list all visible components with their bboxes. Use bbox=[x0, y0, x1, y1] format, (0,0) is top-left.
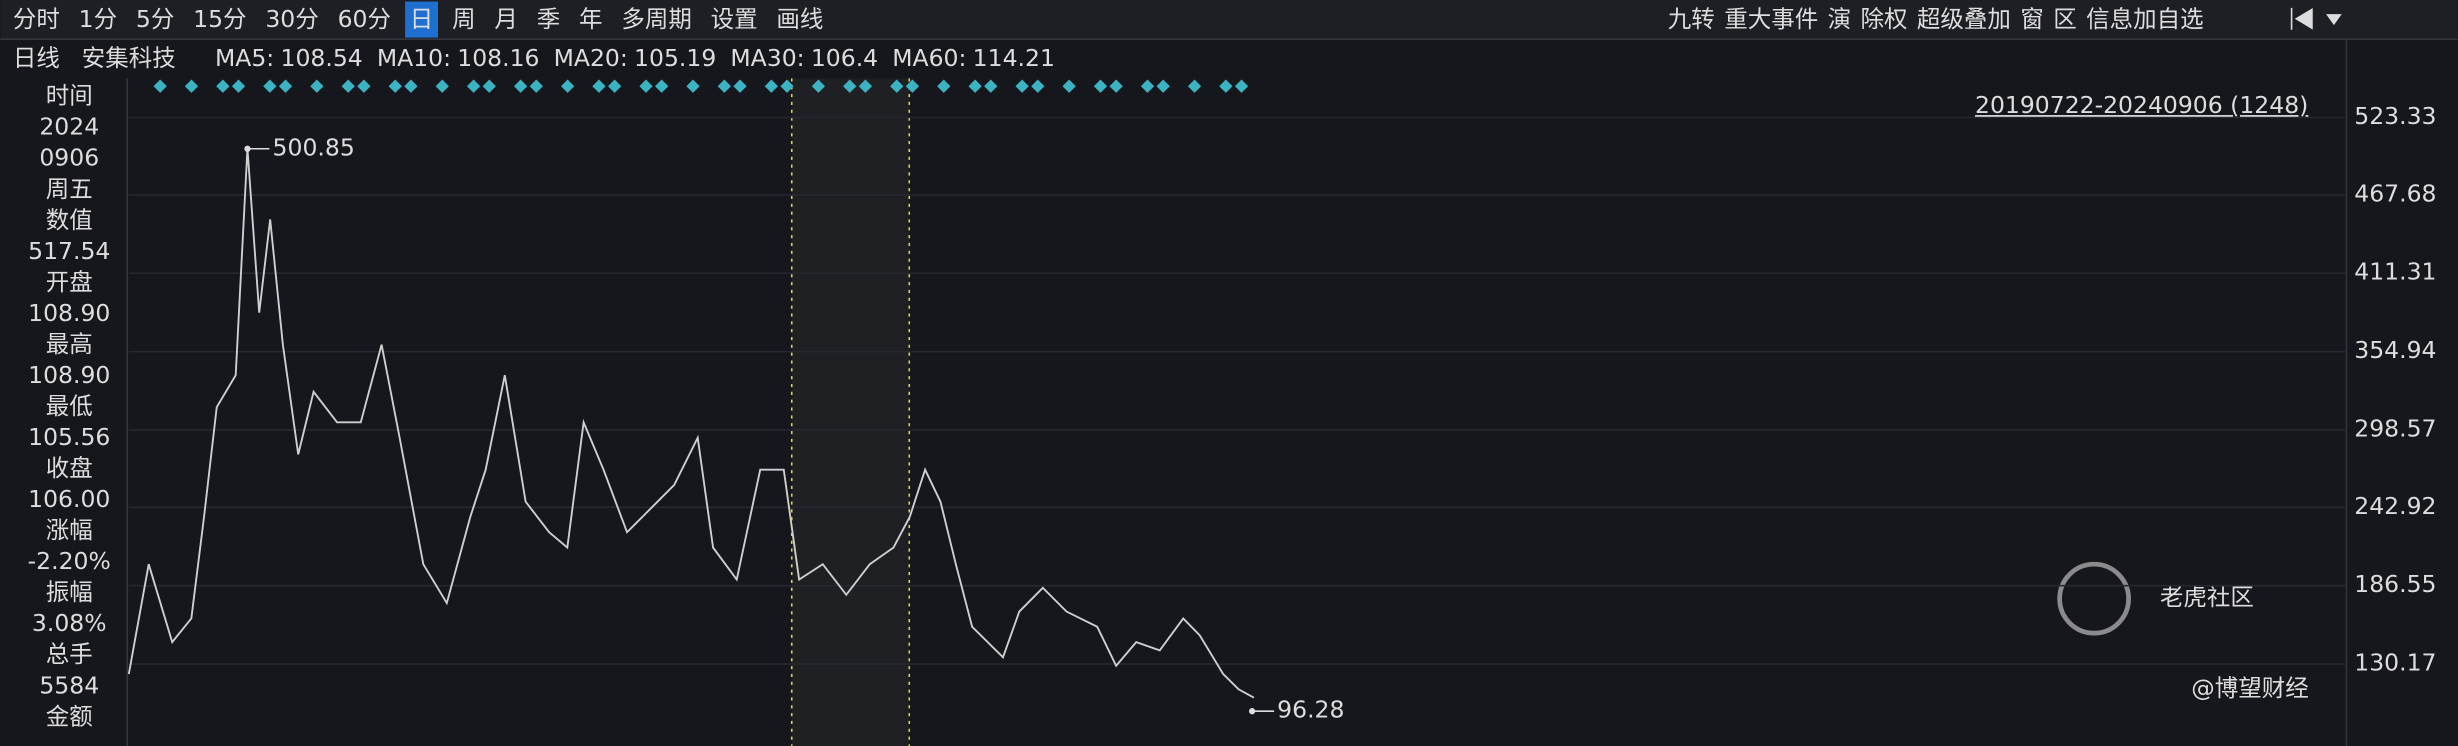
toolbar-tab[interactable]: 年 bbox=[579, 5, 603, 33]
toolbar-tool[interactable]: 信息加自选 bbox=[2086, 5, 2204, 33]
collapse-icon[interactable] bbox=[2290, 7, 2313, 30]
event-marker[interactable] bbox=[764, 79, 779, 93]
range-label: 20190722-20240906 (1248) bbox=[1975, 91, 2308, 119]
period: 日线 bbox=[13, 44, 60, 72]
info-label: 时间 bbox=[46, 82, 93, 110]
toolbar-tab[interactable]: 5分 bbox=[136, 5, 174, 33]
info-value: 106.00 bbox=[28, 485, 110, 513]
info-label: 最高 bbox=[46, 330, 93, 358]
toolbar-tab[interactable]: 分时 bbox=[13, 5, 60, 33]
info-label: 金额 bbox=[46, 702, 93, 730]
ma-label: MA10: bbox=[377, 44, 451, 72]
y-tick-label: 298.57 bbox=[2354, 414, 2436, 442]
toolbar-tool[interactable]: 重大事件 bbox=[1724, 5, 1818, 33]
y-tick-label: 523.33 bbox=[2354, 102, 2436, 130]
selection-band bbox=[791, 78, 910, 746]
watermark-brand: 老虎社区 bbox=[2160, 583, 2254, 611]
info-value: 5584 bbox=[39, 671, 99, 699]
info-value: 周五 bbox=[46, 175, 93, 203]
info-value: -2.20% bbox=[28, 547, 111, 575]
watermark-logo bbox=[2057, 561, 2131, 636]
ma-value: 108.54 bbox=[281, 44, 363, 72]
info-label: 振幅 bbox=[46, 578, 93, 606]
event-marker[interactable] bbox=[529, 79, 543, 93]
info-value: 0906 bbox=[39, 144, 99, 172]
price-line bbox=[127, 148, 1255, 699]
ma-label: MA60: bbox=[892, 44, 966, 72]
y-tick-label: 411.31 bbox=[2354, 258, 2436, 286]
toolbar-tab[interactable]: 设置 bbox=[711, 5, 758, 33]
toolbar-tool[interactable]: 九转 bbox=[1668, 5, 1715, 33]
toolbar-tool[interactable]: 演 bbox=[1828, 5, 1852, 33]
y-tick-label: 186.55 bbox=[2354, 570, 2436, 598]
info-value: 108.90 bbox=[28, 299, 110, 327]
ma-value: 105.19 bbox=[634, 44, 716, 72]
stock-name: 安集科技 bbox=[82, 44, 176, 72]
ma-label: MA30: bbox=[730, 44, 804, 72]
toolbar-tool[interactable]: 区 bbox=[2053, 5, 2077, 33]
toolbar-tab[interactable]: 月 bbox=[494, 5, 518, 33]
toolbar-tab[interactable]: 30分 bbox=[265, 5, 318, 33]
toolbar-tab[interactable]: 多周期 bbox=[621, 5, 692, 33]
toolbar-tool[interactable]: 超级叠加 bbox=[1917, 5, 2011, 33]
annotation: 96.28 bbox=[1277, 696, 1344, 724]
info-label: 收盘 bbox=[46, 454, 93, 482]
y-tick-label: 467.68 bbox=[2354, 179, 2436, 207]
event-marker[interactable] bbox=[435, 79, 449, 93]
info-value: 2024 bbox=[39, 113, 99, 141]
dropdown-icon[interactable] bbox=[2326, 14, 2342, 26]
info-value: 105.56 bbox=[28, 423, 110, 451]
info-label: 涨幅 bbox=[46, 516, 93, 544]
toolbar-tab[interactable]: 季 bbox=[537, 5, 561, 33]
toolbar-tab[interactable]: 周 bbox=[452, 5, 475, 33]
info-value: 517.54 bbox=[28, 237, 110, 265]
event-marker[interactable] bbox=[733, 79, 747, 93]
event-marker[interactable] bbox=[592, 79, 606, 93]
toolbar-tab[interactable]: 60分 bbox=[338, 5, 391, 33]
ma-value: 106.4 bbox=[811, 44, 878, 72]
info-value: 108.90 bbox=[28, 361, 110, 389]
toolbar-tool[interactable]: 窗 bbox=[2020, 5, 2044, 33]
event-marker[interactable] bbox=[404, 79, 418, 93]
y-tick-label: 242.92 bbox=[2354, 492, 2436, 520]
active-tab-bg bbox=[405, 1, 438, 38]
info-label: 开盘 bbox=[46, 268, 93, 296]
info-value: 3.08% bbox=[32, 609, 107, 637]
ma-label: MA20: bbox=[554, 44, 628, 72]
toolbar-tab[interactable]: 1分 bbox=[79, 5, 117, 33]
y-tick-label: 130.17 bbox=[2354, 649, 2436, 677]
annotation: 500.85 bbox=[273, 133, 355, 161]
toolbar-tab[interactable]: 画线 bbox=[776, 5, 823, 33]
y-tick-label: 354.94 bbox=[2354, 336, 2436, 364]
toolbar-tab[interactable]: 日 bbox=[410, 5, 434, 33]
info-label: 总手 bbox=[46, 640, 93, 668]
info-label: 最低 bbox=[46, 392, 93, 420]
toolbar-tool[interactable]: 除权 bbox=[1861, 5, 1908, 33]
event-marker[interactable] bbox=[153, 79, 167, 93]
ma-label: MA5: bbox=[215, 44, 274, 72]
event-marker[interactable] bbox=[560, 79, 575, 93]
info-label: 数值 bbox=[46, 206, 93, 234]
watermark-author: @博望财经 bbox=[2191, 674, 2309, 702]
ma-value: 114.21 bbox=[973, 44, 1055, 72]
ma-value: 108.16 bbox=[457, 44, 539, 72]
toolbar-tab[interactable]: 15分 bbox=[193, 5, 246, 33]
